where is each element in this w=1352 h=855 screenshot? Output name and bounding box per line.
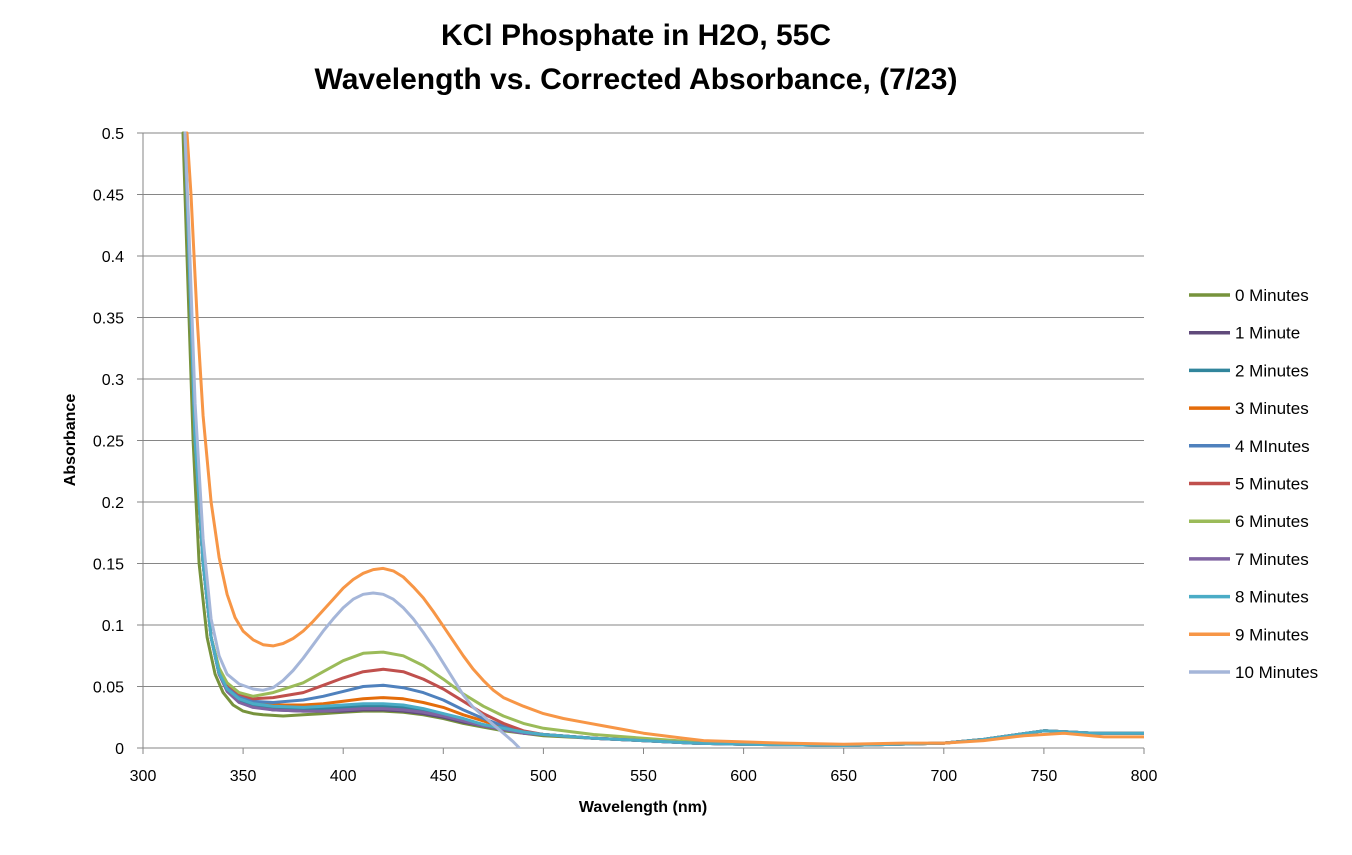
series-line-5	[183, 131, 1144, 747]
legend-label-4: 4 MInutes	[1235, 437, 1310, 456]
x-tick-label: 600	[730, 768, 757, 785]
series-line-8	[183, 131, 1144, 747]
y-tick-label: 0.5	[102, 126, 124, 143]
series-line-7	[183, 131, 1144, 747]
series-line-4	[183, 131, 1144, 747]
legend-label-2: 2 Minutes	[1235, 361, 1309, 380]
x-tick-label: 750	[1031, 768, 1058, 785]
x-tick-label: 550	[630, 768, 657, 785]
chart-title-line-2: Wavelength vs. Corrected Absorbance, (7/…	[314, 63, 958, 96]
x-tick-label: 800	[1131, 768, 1158, 785]
x-tick-label: 400	[330, 768, 357, 785]
legend-label-9: 9 Minutes	[1235, 625, 1309, 644]
x-tick-label: 650	[830, 768, 857, 785]
legend-label-7: 7 Minutes	[1235, 550, 1309, 569]
legend-label-10: 10 Minutes	[1235, 663, 1318, 682]
y-axis-tick-labels: 0 0.05 0.1 0.15 0.2 0.25 0.3 0.35 0.4 0.45 0.5	[93, 126, 124, 758]
y-tick-label: 0.35	[93, 311, 124, 328]
chart-title-line-1: KCl Phosphate in H2O, 55C	[440, 19, 832, 52]
legend-label-3: 3 Minutes	[1235, 399, 1309, 418]
y-tick-label: 0.2	[102, 495, 124, 512]
legend-label-5: 5 Minutes	[1235, 475, 1309, 494]
series-line-0	[181, 131, 1144, 747]
axes	[137, 132, 1145, 754]
y-tick-label: 0.45	[93, 188, 124, 205]
legend: 0 Minutes 1 Minute 2 Minutes 3 Minutes 4 MIn…	[1189, 286, 1318, 682]
y-tick-label: 0.1	[102, 618, 124, 635]
x-tick-label: 450	[430, 768, 457, 785]
x-axis-title: Wavelength (nm)	[579, 799, 707, 816]
y-tick-label: 0.4	[102, 249, 124, 266]
y-tick-label: 0.25	[93, 434, 124, 451]
legend-label-1: 1 Minute	[1235, 324, 1300, 343]
x-tick-label: 350	[230, 768, 257, 785]
series-line-9	[185, 131, 1144, 746]
legend-label-6: 6 Minutes	[1235, 512, 1309, 531]
series-line-1	[183, 131, 1144, 747]
x-tick-label: 700	[930, 768, 957, 785]
y-tick-label: 0.05	[93, 680, 124, 697]
y-tick-label: 0	[115, 741, 124, 758]
legend-label-8: 8 Minutes	[1235, 588, 1309, 607]
y-tick-label: 0.15	[93, 557, 124, 574]
series-lines	[181, 131, 1144, 748]
chart-title: KCl Phosphate in H2O, 55C Wavelength vs.…	[0, 14, 1272, 102]
series-line-2	[183, 131, 1144, 747]
x-tick-label: 500	[530, 768, 557, 785]
series-line-3	[183, 131, 1144, 747]
series-line-6	[183, 131, 1144, 747]
gridlines	[143, 132, 1144, 687]
x-axis-tick-labels: 300 350 400 450 500 550 600 650 700 750 800	[130, 768, 1158, 785]
y-tick-label: 0.3	[102, 372, 124, 389]
x-tick-label: 300	[130, 768, 157, 785]
legend-label-0: 0 Minutes	[1235, 286, 1309, 305]
y-axis-title: Absorbance	[62, 394, 79, 487]
series-line-10	[183, 131, 521, 748]
